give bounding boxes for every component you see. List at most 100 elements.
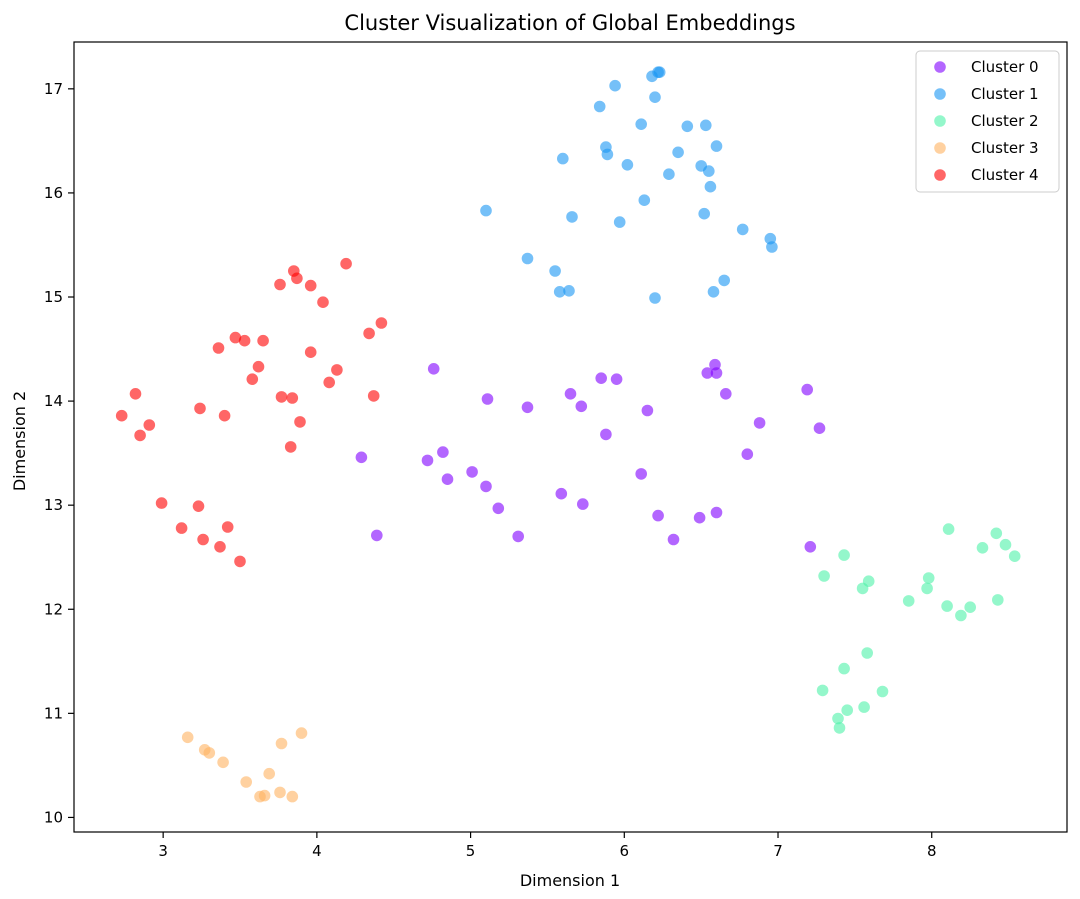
- data-point: [753, 417, 766, 429]
- data-point: [304, 346, 317, 359]
- data-point: [217, 756, 229, 769]
- data-point: [331, 364, 343, 376]
- data-point: [653, 66, 666, 78]
- series-0: [355, 358, 826, 553]
- data-point: [367, 390, 380, 402]
- data-point: [480, 480, 492, 493]
- data-point: [340, 257, 352, 270]
- data-point: [649, 91, 661, 103]
- legend-label: Cluster 0: [971, 58, 1039, 76]
- data-point: [194, 402, 206, 415]
- data-point: [613, 216, 626, 228]
- data-point: [693, 511, 706, 524]
- data-point: [564, 388, 577, 400]
- y-axis-label: Dimension 2: [10, 391, 29, 491]
- chart-title: Cluster Visualization of Global Embeddin…: [344, 11, 795, 35]
- data-point: [641, 404, 654, 417]
- data-point: [861, 647, 873, 659]
- data-point: [263, 767, 276, 780]
- data-point: [841, 704, 853, 716]
- data-point: [317, 296, 329, 309]
- data-point: [192, 500, 205, 512]
- legend-item: Cluster 0: [934, 58, 1039, 76]
- legend-marker: [934, 88, 946, 100]
- series-2: [816, 523, 1021, 734]
- data-point: [134, 429, 146, 442]
- data-point: [663, 168, 675, 180]
- data-point: [833, 722, 846, 734]
- data-point: [566, 211, 578, 223]
- data-point: [257, 334, 269, 347]
- data-point: [275, 391, 288, 403]
- points-layer: [115, 66, 1021, 803]
- legend-item: Cluster 1: [934, 85, 1039, 103]
- data-point: [323, 376, 336, 389]
- data-point: [274, 786, 286, 799]
- data-point: [862, 575, 875, 587]
- data-point: [698, 207, 710, 220]
- legend-label: Cluster 3: [971, 139, 1039, 157]
- data-point: [704, 180, 717, 193]
- x-tick-label: 6: [620, 842, 630, 860]
- data-point: [557, 152, 569, 165]
- data-point: [992, 594, 1004, 606]
- data-point: [838, 549, 850, 561]
- data-point: [720, 388, 732, 400]
- data-point: [240, 776, 252, 788]
- legend-item: Cluster 3: [934, 139, 1039, 157]
- y-tick-label: 11: [44, 704, 63, 722]
- data-point: [610, 373, 623, 386]
- data-point: [595, 372, 607, 385]
- data-point: [621, 159, 634, 171]
- y-tick-label: 17: [44, 80, 63, 98]
- data-point: [294, 416, 306, 428]
- data-point: [858, 701, 870, 713]
- data-point: [304, 279, 317, 292]
- data-point: [816, 684, 829, 697]
- data-point: [672, 146, 684, 159]
- x-tick-label: 5: [466, 842, 476, 860]
- data-point: [667, 533, 680, 546]
- data-point: [295, 727, 308, 739]
- data-point: [635, 468, 647, 480]
- legend-label: Cluster 2: [971, 112, 1039, 130]
- data-point: [801, 383, 813, 396]
- data-point: [964, 601, 976, 613]
- data-point: [229, 331, 242, 344]
- data-point: [355, 451, 368, 464]
- data-point: [838, 662, 850, 675]
- data-point: [638, 194, 651, 206]
- data-point: [601, 148, 614, 161]
- data-point: [955, 609, 967, 622]
- data-point: [804, 541, 817, 553]
- legend-item: Cluster 2: [934, 112, 1039, 130]
- axes-layer: 3 4 5 6 7 8 10 11 12 13 14 15 16 17: [44, 41, 1068, 860]
- legend-label: Cluster 4: [971, 166, 1039, 184]
- data-point: [238, 334, 251, 347]
- data-point: [649, 292, 661, 304]
- data-point: [707, 286, 720, 298]
- data-point: [286, 790, 299, 803]
- x-tick-label: 4: [312, 842, 322, 860]
- legend-item: Cluster 4: [934, 166, 1039, 184]
- data-point: [246, 373, 259, 386]
- data-point: [427, 363, 440, 375]
- data-point: [553, 286, 566, 298]
- legend-marker: [934, 115, 946, 127]
- data-point: [766, 241, 778, 253]
- data-point: [609, 79, 621, 92]
- y-tick-label: 13: [44, 496, 63, 514]
- x-tick-label: 8: [927, 842, 937, 860]
- data-point: [549, 265, 561, 277]
- data-point: [575, 400, 588, 413]
- data-point: [286, 392, 299, 404]
- data-point: [902, 595, 915, 607]
- data-point: [593, 100, 606, 113]
- data-point: [701, 367, 714, 379]
- data-point: [922, 572, 935, 584]
- x-tick-label: 3: [158, 842, 168, 860]
- legend-marker: [934, 142, 946, 154]
- data-point: [555, 487, 568, 500]
- data-point: [736, 223, 749, 236]
